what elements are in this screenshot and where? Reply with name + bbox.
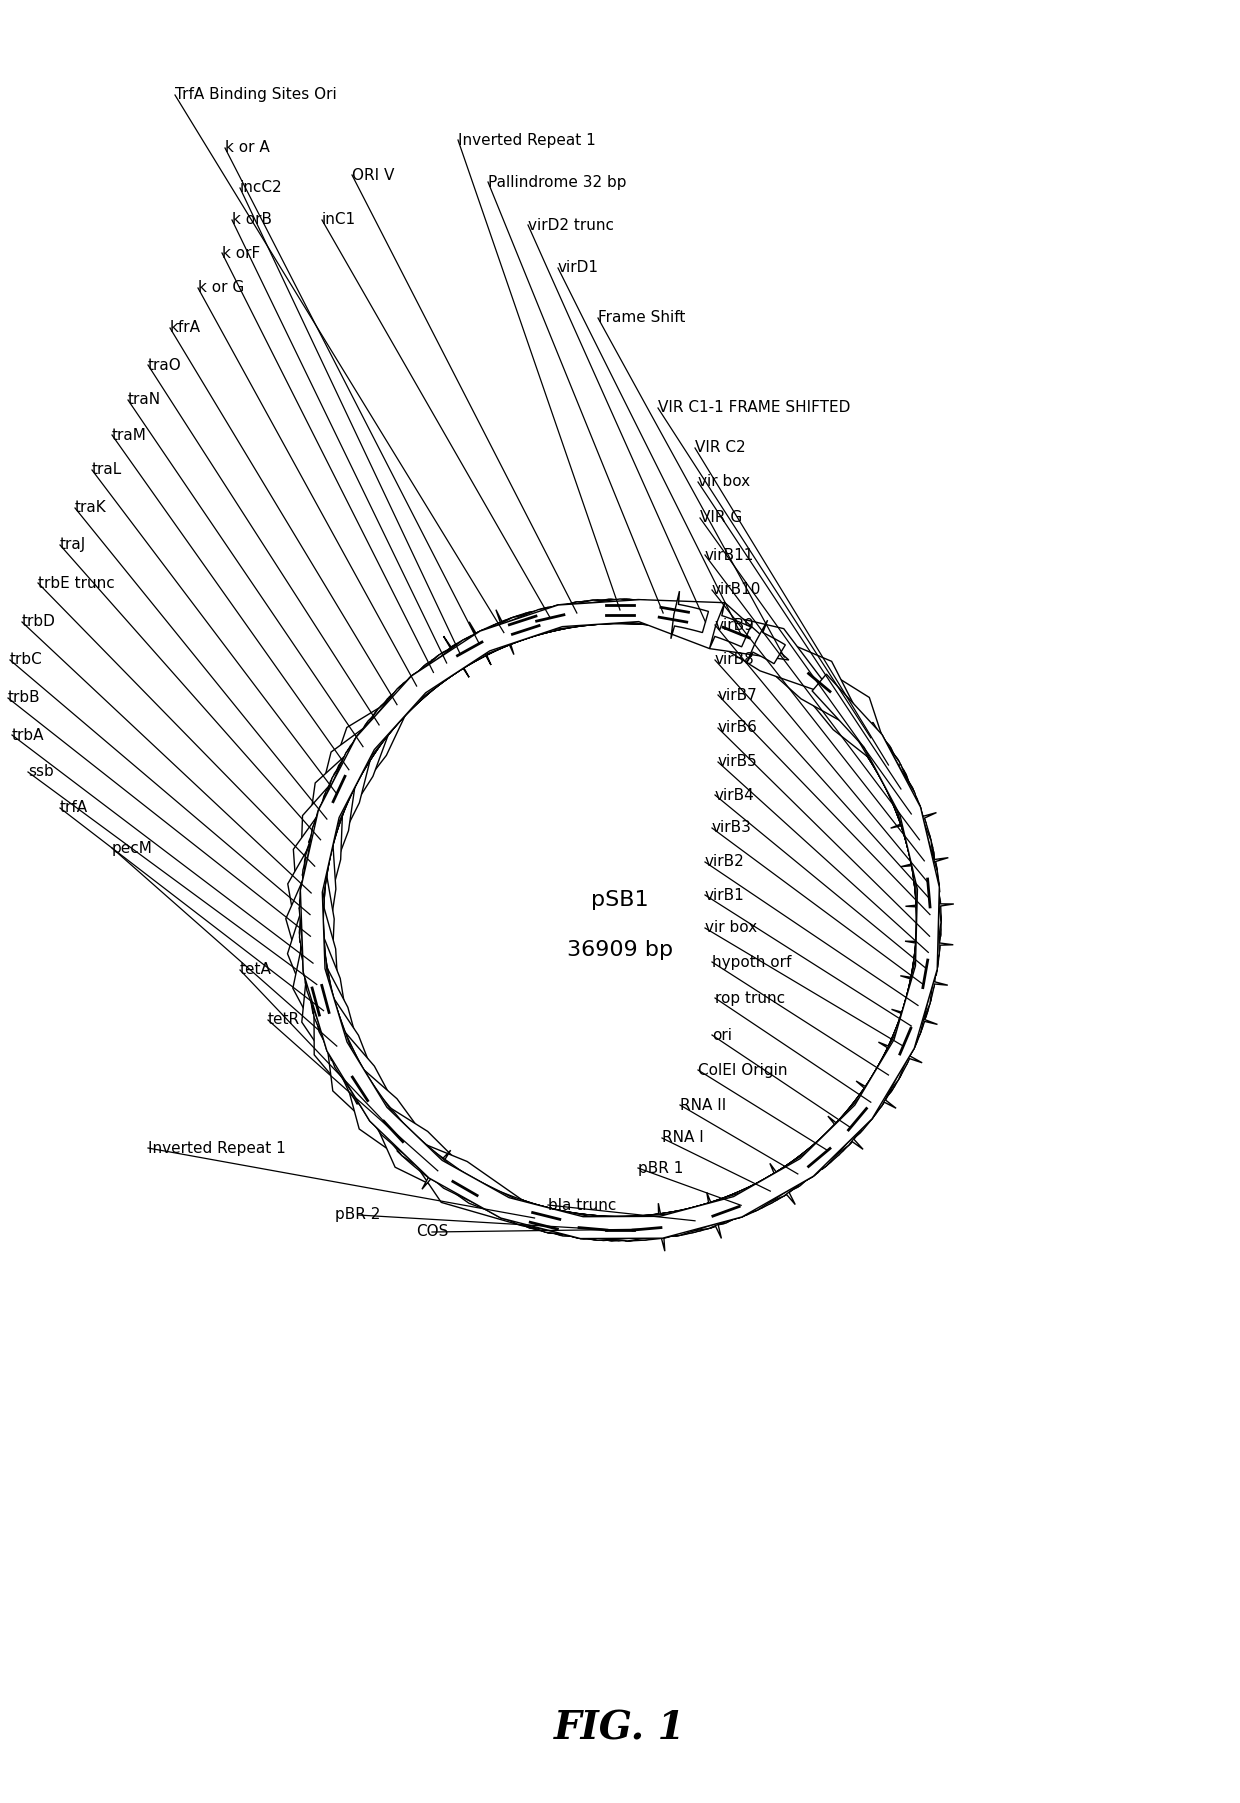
Polygon shape [625,1203,665,1251]
Polygon shape [671,591,708,638]
Text: vir box: vir box [706,921,758,936]
Polygon shape [285,600,941,1240]
Polygon shape [300,599,941,1240]
Polygon shape [469,622,503,665]
Polygon shape [900,858,949,894]
Polygon shape [300,599,941,1240]
Text: trbA: trbA [12,727,45,743]
Text: traJ: traJ [60,537,87,552]
Polygon shape [905,941,954,975]
Text: vir box: vir box [698,474,750,489]
Text: virD2 trunc: virD2 trunc [528,218,614,233]
Polygon shape [737,1163,795,1215]
Polygon shape [900,975,947,1013]
Text: traK: traK [74,501,107,516]
Polygon shape [892,1010,937,1046]
Polygon shape [397,1136,450,1190]
Text: k orB: k orB [232,213,272,227]
Text: traL: traL [92,463,123,478]
Text: ORI V: ORI V [352,168,394,182]
Polygon shape [300,600,941,1240]
Polygon shape [709,602,750,649]
Text: kfrA: kfrA [170,321,201,335]
Polygon shape [300,602,940,1240]
Polygon shape [294,599,941,1240]
Text: VIR G: VIR G [701,510,743,525]
Text: k or G: k or G [198,281,244,296]
Polygon shape [299,599,941,1240]
Text: virB10: virB10 [712,582,761,597]
Polygon shape [846,1082,897,1130]
Text: Inverted Repeat 1: Inverted Repeat 1 [458,132,595,148]
Text: traO: traO [148,357,182,373]
Text: rop trunc: rop trunc [715,990,785,1006]
Text: bla trunc: bla trunc [548,1197,616,1212]
Polygon shape [746,620,785,664]
Polygon shape [288,600,939,1239]
Text: virB4: virB4 [715,788,755,802]
Polygon shape [905,903,954,938]
Polygon shape [873,1042,923,1091]
Text: TrfA Binding Sites Ori: TrfA Binding Sites Ori [175,88,337,103]
Text: traN: traN [128,393,161,407]
Text: tetR: tetR [268,1013,300,1028]
Text: virB2: virB2 [706,855,745,869]
Text: ColEI Origin: ColEI Origin [698,1062,787,1078]
Text: virD1: virD1 [558,260,599,276]
Text: k or A: k or A [224,141,270,155]
Text: pBR 1: pBR 1 [639,1161,683,1176]
Text: Pallindrome 32 bp: Pallindrome 32 bp [489,175,626,189]
Text: VIR C1-1 FRAME SHIFTED: VIR C1-1 FRAME SHIFTED [658,400,851,415]
Text: hypoth orf: hypoth orf [712,954,791,970]
Polygon shape [299,599,939,1240]
Text: virB5: virB5 [718,754,758,770]
Text: RNA II: RNA II [680,1098,727,1112]
Polygon shape [300,600,940,1239]
Polygon shape [293,600,940,1240]
Text: virB8: virB8 [715,653,755,667]
Polygon shape [672,1192,722,1239]
Text: virB3: virB3 [712,820,751,835]
Text: trfA: trfA [60,801,88,815]
Polygon shape [288,599,940,1240]
Polygon shape [299,600,940,1239]
Polygon shape [444,636,475,678]
Text: VIR C2: VIR C2 [694,440,745,456]
Text: COS: COS [415,1224,448,1239]
Text: trbB: trbB [7,691,41,705]
Text: virB7: virB7 [718,687,758,703]
Text: Inverted Repeat 1: Inverted Repeat 1 [148,1141,285,1156]
Polygon shape [300,602,939,1240]
Polygon shape [496,609,533,654]
Text: trbD: trbD [22,615,56,629]
Polygon shape [299,600,941,1240]
Polygon shape [808,1116,863,1170]
Text: FIG. 1: FIG. 1 [554,1709,686,1747]
Text: trbC: trbC [10,653,42,667]
Polygon shape [890,813,936,853]
Text: trbE trunc: trbE trunc [38,575,115,591]
Text: k orF: k orF [222,245,260,260]
Text: virB9: virB9 [715,617,755,633]
Text: pBR 2: pBR 2 [335,1208,381,1222]
Text: tetA: tetA [241,963,272,977]
Text: incC2: incC2 [241,180,283,195]
Text: Frame Shift: Frame Shift [598,310,686,326]
Polygon shape [300,600,939,1239]
Text: RNA I: RNA I [662,1130,704,1145]
Text: virB1: virB1 [706,887,745,903]
Text: 36909 bp: 36909 bp [567,939,673,959]
Text: ssb: ssb [29,764,53,779]
Polygon shape [300,600,939,1239]
Text: ori: ori [712,1028,732,1042]
Polygon shape [300,600,939,1239]
Text: inC1: inC1 [322,213,356,227]
Text: pecM: pecM [112,840,153,855]
Polygon shape [300,600,941,1240]
Text: traM: traM [112,427,146,442]
Text: pSB1: pSB1 [591,891,649,911]
Text: virB11: virB11 [706,548,754,563]
Text: virB6: virB6 [718,721,758,736]
